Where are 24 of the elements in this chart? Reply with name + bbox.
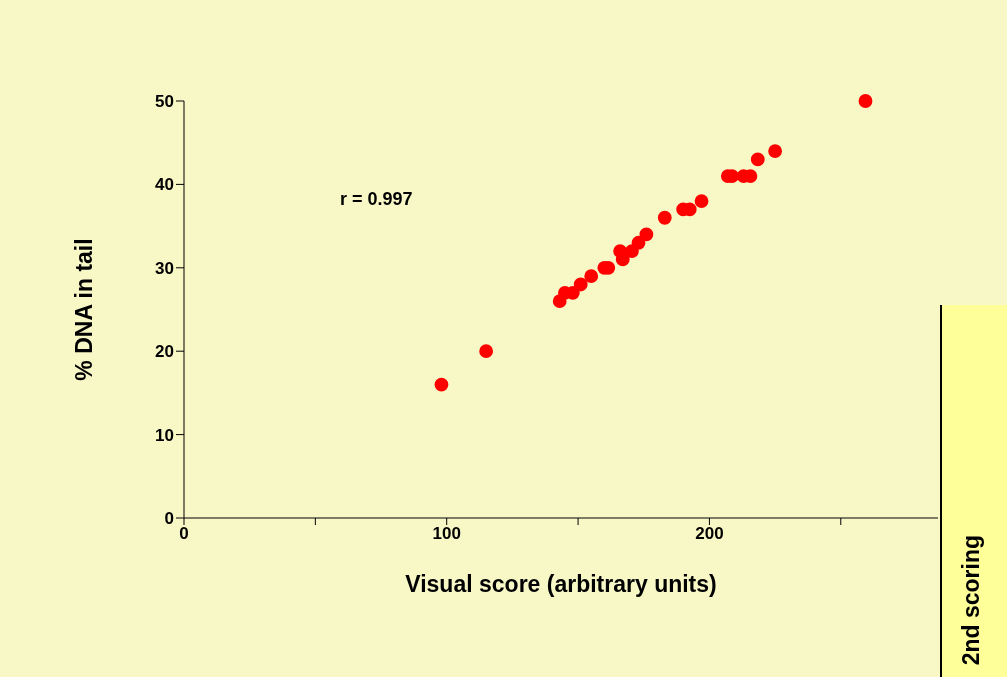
point: [657, 210, 672, 225]
point: [479, 344, 494, 359]
y-tick-label: 50: [155, 92, 174, 112]
text: 2nd scoring: [958, 534, 985, 665]
y-tick-label: 20: [155, 342, 174, 362]
point: [858, 94, 873, 108]
x-tick-label: 100: [432, 524, 461, 544]
point: [584, 269, 599, 284]
annotation: r = 0.997: [340, 189, 413, 210]
point: [573, 277, 588, 292]
y-tick-label: 40: [155, 175, 174, 195]
point: [750, 152, 765, 167]
y-tick-label: 30: [155, 258, 174, 278]
point: [768, 144, 783, 158]
point: [434, 377, 449, 392]
point: [694, 194, 709, 208]
x-axis-title: Visual score (arbitrary units): [405, 571, 717, 597]
x-tick-label: 200: [695, 524, 724, 544]
point: [615, 252, 630, 267]
y-axis-title: % DNA in tail: [71, 238, 98, 381]
y-tick-label: 10: [155, 425, 174, 445]
point: [639, 227, 654, 242]
y-tick-label: 0: [164, 509, 174, 529]
x-tick-label: 0: [179, 524, 189, 544]
